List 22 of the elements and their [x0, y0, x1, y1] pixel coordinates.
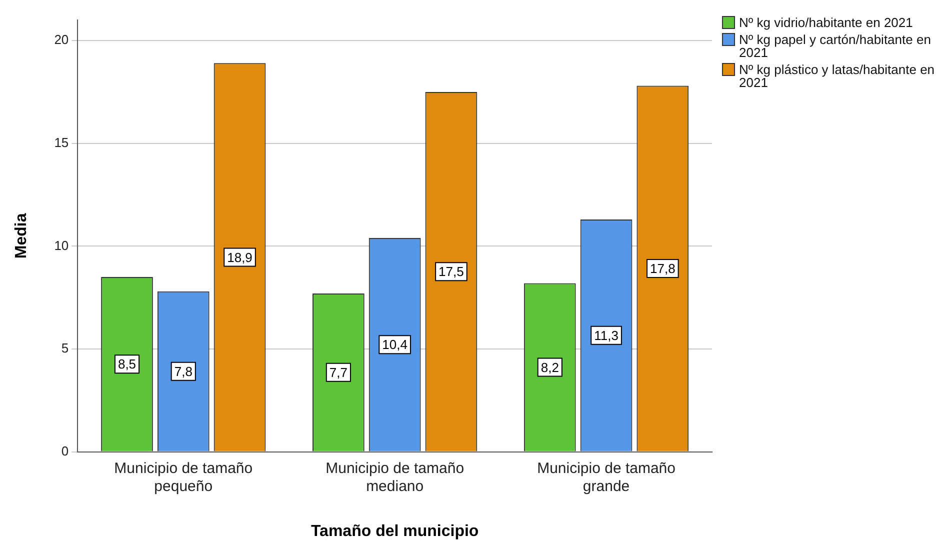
y-tick-label: 0: [61, 443, 69, 458]
data-label: 10,4: [382, 337, 408, 352]
data-label: 8,5: [118, 356, 136, 372]
y-axis-title: Media: [13, 213, 30, 259]
data-label: 7,8: [174, 364, 192, 379]
data-label: 17,8: [650, 261, 676, 276]
x-axis-title: Tamaño del municipio: [310, 522, 479, 540]
data-label: 7,7: [329, 364, 348, 380]
data-label: 11,3: [594, 328, 618, 343]
legend-label: Nº kg papel y cartón/habitante en 2021: [739, 32, 932, 60]
x-tick-label: Municipio de tamaño pequeño: [114, 460, 253, 495]
legend-label: Nº kg plástico y latas/habitante en 2021: [739, 62, 936, 90]
x-tick-label: Municipio de tamaño mediano: [326, 460, 464, 495]
y-tick-label: 15: [54, 134, 69, 150]
y-tick-label: 10: [54, 238, 69, 253]
y-tick-label: 5: [61, 340, 69, 356]
data-label: 18,9: [227, 250, 252, 265]
data-label: 8,2: [540, 360, 559, 375]
legend-label: Nº kg vidrio/habitante en 2021: [739, 15, 913, 30]
y-tick-label: 20: [54, 32, 69, 48]
data-label: 17,5: [438, 264, 464, 280]
x-tick-label: Municipio de tamaño grande: [537, 460, 676, 495]
